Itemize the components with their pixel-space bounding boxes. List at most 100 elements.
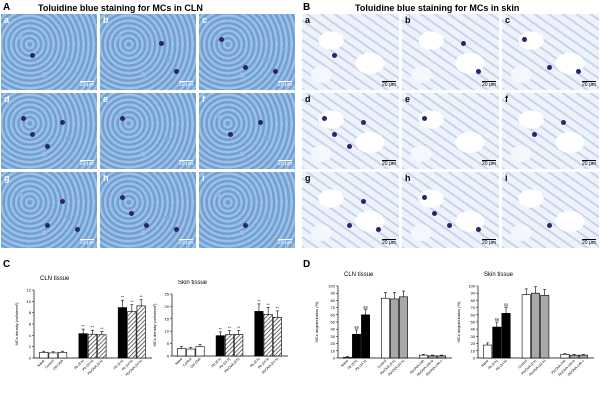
scale-bar: 20 μm bbox=[179, 160, 193, 167]
micrograph-label: e bbox=[103, 94, 109, 104]
x-tick-label: Pb (8 h) bbox=[113, 359, 124, 370]
panel-a-letter: A bbox=[3, 2, 11, 13]
cln-micrograph-c: c 20 μm bbox=[198, 13, 296, 91]
scale-bar: 20 μm bbox=[482, 81, 496, 88]
x-tick-label: Pb (8 h) bbox=[211, 357, 222, 368]
bar bbox=[136, 305, 146, 359]
bar bbox=[361, 314, 370, 359]
cln-micrograph-f: f 20 μm bbox=[198, 92, 296, 170]
x-tick-label: Pb (8 h) bbox=[249, 357, 260, 368]
cln-micrograph-e: e 20 μm bbox=[99, 92, 197, 170]
cln-micrograph-h: h 20 μm bbox=[99, 171, 197, 249]
significance-label: §§ bbox=[495, 317, 499, 322]
mast-cell-mark bbox=[120, 195, 125, 200]
mast-cell-mark bbox=[447, 223, 452, 228]
significance-label: ** bbox=[237, 325, 241, 330]
x-tick-label: Control bbox=[517, 359, 528, 370]
bar bbox=[87, 333, 98, 359]
micrograph-label: d bbox=[4, 94, 10, 104]
y-tick-label: 8 bbox=[29, 310, 32, 315]
significance-label: ** bbox=[130, 299, 134, 304]
y-tick-label: 60 bbox=[471, 312, 476, 317]
y-tick-label: 20 bbox=[165, 304, 170, 309]
mast-cell-mark bbox=[75, 227, 80, 232]
bar bbox=[343, 356, 352, 359]
y-axis-label: MCs density (cells/mm²) bbox=[14, 302, 19, 346]
micrograph-label: e bbox=[405, 94, 411, 104]
skin-density-chart: Skin tissue MCs density (cells/mm²) 0 5 10 15… bbox=[152, 280, 288, 375]
micrograph-label: a bbox=[4, 15, 10, 25]
y-tick-label: 30 bbox=[471, 334, 476, 339]
skin-micrograph-h: h 20 μm bbox=[401, 171, 500, 249]
y-tick-label: 30 bbox=[331, 334, 336, 339]
bar bbox=[530, 292, 540, 359]
skin-degranulation-chart: Skin tissue MCs degranulation (%) 0 10 20 30 4… bbox=[456, 272, 594, 377]
y-tick-label: 5 bbox=[167, 341, 170, 346]
significance-label: ** bbox=[267, 302, 271, 307]
mast-cell-mark bbox=[332, 53, 337, 58]
micrograph-label: i bbox=[202, 173, 205, 183]
panel-b-letter: B bbox=[303, 2, 311, 13]
bar bbox=[578, 354, 588, 359]
y-tick-label: 40 bbox=[331, 327, 336, 332]
scale-bar: 20 μm bbox=[80, 160, 94, 167]
mast-cell-mark bbox=[561, 120, 566, 125]
panel-d-letter: D bbox=[303, 259, 311, 270]
y-tick-label: 60 bbox=[331, 312, 336, 317]
mast-cell-mark bbox=[144, 223, 149, 228]
mast-cell-mark bbox=[422, 116, 427, 121]
y-tick-label: 70 bbox=[471, 305, 476, 310]
x-tick-label: Pb (8 h) bbox=[487, 359, 498, 370]
y-tick-label: 2 bbox=[29, 344, 32, 349]
mast-cell-mark bbox=[30, 132, 35, 137]
bar bbox=[419, 354, 428, 359]
bar bbox=[501, 313, 511, 359]
skin-micrograph-c: c 20 μm bbox=[501, 13, 600, 91]
bar bbox=[540, 295, 550, 359]
y-tick-label: 40 bbox=[471, 327, 476, 332]
bar bbox=[195, 346, 205, 357]
y-axis-label: MCs density (cells/mm²) bbox=[152, 303, 157, 347]
chart-title: Skin tissue bbox=[484, 272, 514, 278]
y-tick-label: 0 bbox=[167, 354, 170, 359]
micrograph-label: i bbox=[505, 173, 508, 183]
scale-bar: 20 μm bbox=[382, 81, 396, 88]
mast-cell-mark bbox=[45, 144, 50, 149]
chart-title: CLN tissue bbox=[344, 272, 374, 278]
bar bbox=[186, 348, 196, 357]
bar bbox=[39, 352, 49, 359]
y-tick-label: 4 bbox=[29, 333, 32, 338]
micrograph-label: b bbox=[103, 15, 109, 25]
y-tick-label: 50 bbox=[331, 320, 336, 325]
significance-label: ** bbox=[228, 325, 232, 330]
y-tick-label: 100 bbox=[328, 284, 335, 289]
micrograph-label: c bbox=[505, 15, 511, 25]
cln-micrograph-g: g 20 μm bbox=[0, 171, 98, 249]
scale-bar: 20 μm bbox=[382, 239, 396, 246]
scale-bar: 20 μm bbox=[80, 81, 94, 88]
mast-cell-mark bbox=[576, 69, 581, 74]
y-tick-label: 10 bbox=[331, 348, 336, 353]
mast-cell-mark bbox=[347, 144, 352, 149]
y-tick-label: 12 bbox=[27, 288, 32, 293]
scale-bar: 20 μm bbox=[582, 81, 596, 88]
mast-cell-mark bbox=[522, 37, 527, 42]
bar bbox=[127, 311, 137, 359]
cln-density-chart: CLN tissue MCs density (cells/mm²) 0 2 4 6 8 10… bbox=[14, 276, 152, 377]
bar bbox=[569, 354, 579, 359]
bar bbox=[224, 334, 234, 357]
bar bbox=[254, 311, 264, 357]
mast-cell-mark bbox=[547, 223, 552, 228]
y-tick-label: 15 bbox=[165, 316, 170, 321]
significance-label: §§ bbox=[504, 302, 508, 307]
significance-label: ** bbox=[276, 305, 280, 310]
bar bbox=[428, 355, 437, 359]
cln-micrograph-b: b 20 μm bbox=[99, 13, 197, 91]
y-tick-label: 20 bbox=[471, 341, 476, 346]
scale-bar: 20 μm bbox=[482, 160, 496, 167]
y-tick-label: 6 bbox=[29, 322, 32, 327]
y-tick-label: 100 bbox=[468, 284, 475, 289]
y-tick-label: 10 bbox=[27, 299, 32, 304]
scale-bar: 20 μm bbox=[582, 160, 596, 167]
significance-label: ** bbox=[219, 326, 223, 331]
